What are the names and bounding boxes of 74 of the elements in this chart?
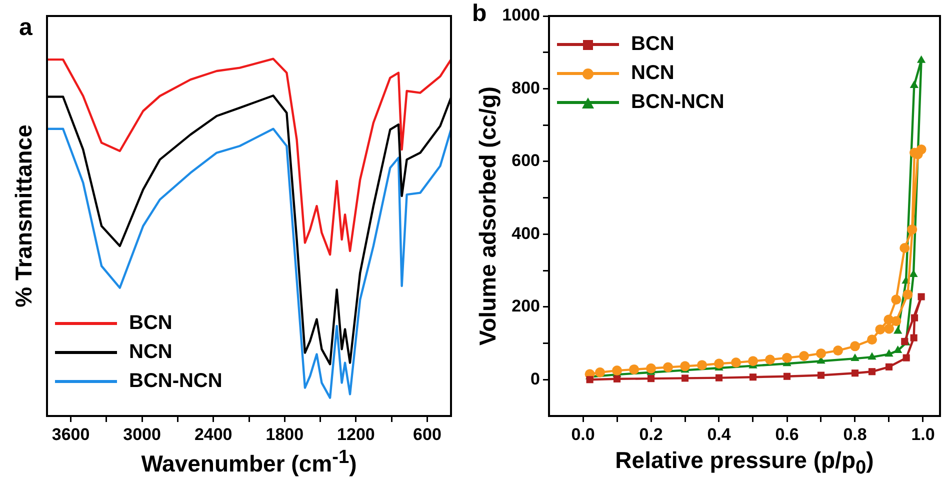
point: [731, 358, 741, 368]
y-tick-label: 0: [530, 369, 540, 388]
point: [714, 358, 724, 369]
point: [833, 346, 843, 356]
point: [646, 363, 656, 374]
point: [782, 352, 792, 363]
point: [749, 374, 757, 381]
legend-label: NCN: [129, 341, 172, 364]
text: b: [472, 0, 487, 28]
x-axis-title: Relative pressure (p/p$_{0}$): [615, 447, 874, 480]
x-tick-label: 3000: [123, 424, 161, 444]
legend-label: BCN: [129, 312, 172, 335]
point: [629, 364, 639, 374]
point: [868, 368, 876, 376]
x-tick-label: 0.0: [571, 424, 595, 444]
x-tick-label: 600: [413, 424, 442, 444]
x-tick-label: 1800: [266, 424, 304, 444]
point: [916, 55, 926, 63]
point: [910, 314, 918, 322]
point: [902, 354, 910, 362]
point: [867, 334, 877, 345]
y-axis-title: Volume adsorbed (cc/g): [474, 86, 502, 346]
y-tick-label: 1000: [502, 6, 540, 25]
legend-label: BCN-NCN: [129, 370, 222, 393]
point: [900, 243, 910, 253]
point: [595, 367, 605, 378]
point: [817, 372, 825, 379]
point: [765, 354, 775, 365]
point: [894, 346, 902, 354]
point: [586, 376, 594, 384]
point: [918, 293, 925, 300]
x-tick-label: 1200: [337, 424, 375, 444]
point: [851, 370, 859, 377]
point: [884, 324, 894, 334]
point: [783, 372, 791, 380]
point: [816, 348, 826, 358]
legend-label: NCN: [631, 62, 674, 85]
y-tick-label: 800: [512, 78, 540, 98]
legend-label: BCN-NCN: [631, 91, 724, 114]
x-tick-label: 3600: [52, 424, 90, 444]
x-tick-label: 0.2: [639, 424, 663, 444]
point: [868, 352, 876, 360]
point: [680, 361, 690, 372]
point: [910, 80, 918, 88]
y-axis-title: % Transmittance: [10, 124, 38, 308]
x-tick-label: 0.6: [775, 424, 799, 444]
point: [891, 316, 902, 326]
point: [647, 375, 655, 382]
point: [884, 349, 894, 357]
text: a: [19, 14, 32, 42]
point: [850, 341, 860, 352]
point: [907, 224, 918, 234]
x-tick-label: 2400: [194, 424, 232, 444]
x-tick-label: 1.0: [911, 424, 935, 444]
point: [891, 294, 902, 305]
x-tick-label: 0.8: [843, 424, 867, 444]
point: [715, 374, 723, 382]
point: [799, 351, 809, 361]
point: [875, 324, 886, 334]
y-tick-label: 200: [512, 296, 540, 316]
point: [885, 363, 893, 370]
x-tick-label: 0.4: [707, 424, 732, 444]
point: [894, 326, 902, 334]
point: [697, 360, 707, 370]
y-tick-label: 600: [512, 151, 540, 170]
y-tick-label: 400: [512, 224, 540, 243]
point: [748, 356, 758, 366]
point: [902, 290, 913, 300]
point: [681, 374, 689, 382]
point: [910, 334, 918, 342]
x-axis-title: Wavenumber (cm$^{-1}$): [141, 447, 357, 478]
legend-label: BCN: [631, 33, 674, 56]
point: [663, 362, 673, 372]
point: [850, 354, 860, 362]
